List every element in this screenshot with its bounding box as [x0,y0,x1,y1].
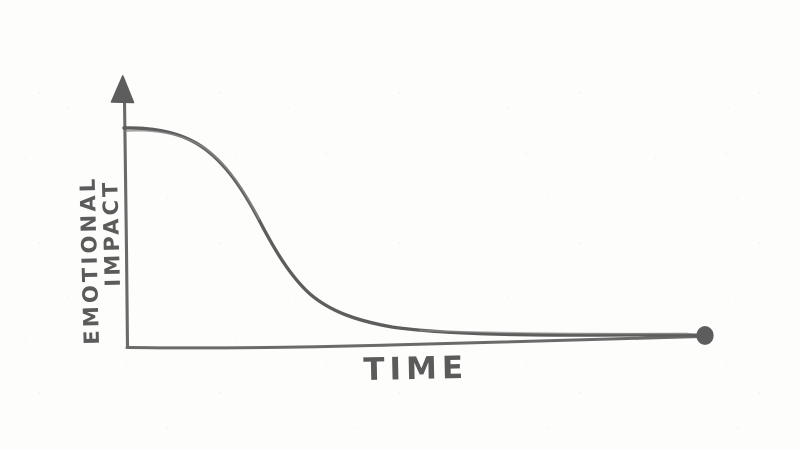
y-axis-label-line-impact: IMPACT [98,179,125,287]
decay-curve [122,126,702,337]
y-axis-arrow-icon [110,75,135,104]
x-axis-label: TIME [363,349,469,388]
curve-endpoint-dot [696,326,714,345]
decay-curve-overdraw [125,129,260,220]
y-axis-line [122,98,130,349]
decay-tail-overdraw [419,329,689,335]
x-axis-line [125,335,702,350]
